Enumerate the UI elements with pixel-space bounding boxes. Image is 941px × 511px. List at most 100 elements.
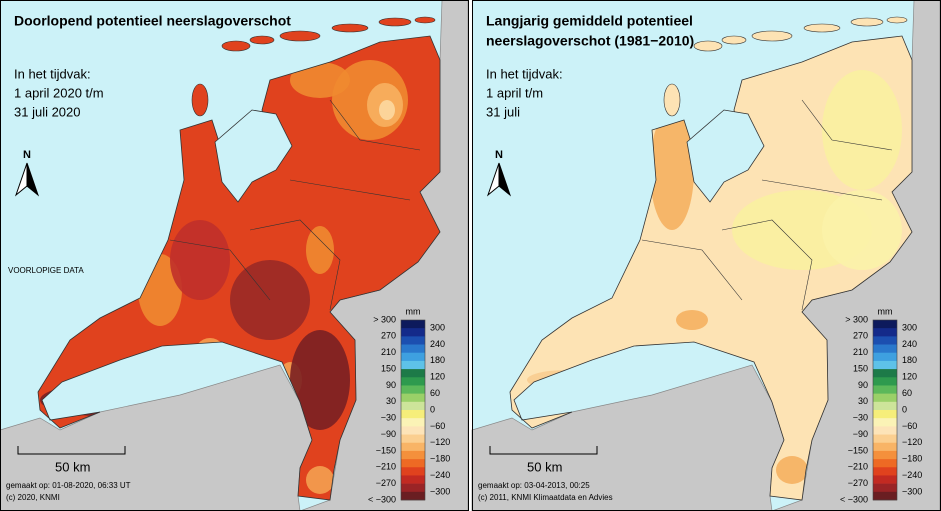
legend-swatch — [401, 410, 425, 419]
footer-text: gemaakt op: 01-08-2020, 06:33 UT — [6, 481, 131, 490]
legend-label-left: 90 — [386, 380, 396, 390]
legend-label-left: −210 — [376, 462, 396, 472]
panel-title: Doorlopend potentieel neerslagoverschot — [14, 13, 291, 29]
legend-label-right: 180 — [902, 355, 917, 365]
legend-label-left: 210 — [853, 347, 868, 357]
island — [279, 30, 321, 42]
legend-swatch — [873, 467, 897, 476]
island — [378, 17, 412, 27]
legend-label-right: −120 — [902, 437, 922, 447]
panel-title: neerslagoverschot (1981−2010) — [486, 33, 694, 49]
island — [221, 40, 251, 52]
netherlands-outline — [509, 35, 913, 501]
legend-swatch — [873, 475, 897, 484]
legend-swatch — [873, 369, 897, 378]
legend-label-left: −270 — [848, 478, 868, 488]
legend-swatch — [873, 328, 897, 337]
legend-swatch — [401, 459, 425, 468]
province-border — [641, 239, 743, 301]
legend-swatch — [401, 377, 425, 386]
legend-swatch — [873, 377, 897, 386]
legend-swatch — [873, 491, 897, 501]
legend-swatch — [873, 426, 897, 435]
legend-label-right: −240 — [902, 470, 922, 480]
legend-label-left: 270 — [381, 331, 396, 341]
legend-label-left: 150 — [853, 363, 868, 373]
legend-label-left: 150 — [381, 363, 396, 373]
province-border — [289, 179, 411, 201]
island — [414, 16, 436, 24]
legend-swatch — [873, 410, 897, 419]
field-blob — [650, 110, 694, 230]
legend-swatch — [401, 393, 425, 403]
legend-swatch — [873, 459, 897, 468]
footer-text: (c) 2020, KNMI — [6, 493, 60, 502]
legend-label-left: −150 — [376, 445, 396, 455]
legend-label-right: 300 — [430, 322, 445, 332]
legend-swatch — [873, 336, 897, 345]
legend-label-left: −210 — [848, 462, 868, 472]
legend-label-left: −150 — [848, 445, 868, 455]
legend-swatch — [873, 418, 897, 427]
legend-label-left: 30 — [858, 396, 868, 406]
legend-label-right: 0 — [902, 404, 907, 414]
field-blob — [379, 100, 395, 120]
legend-label-right: 300 — [902, 322, 917, 332]
field-blob — [290, 330, 350, 430]
field-blob — [170, 220, 230, 300]
north-label: N — [23, 149, 31, 161]
legend-swatch — [401, 450, 425, 460]
legend-unit: mm — [878, 306, 893, 316]
legend-label-left: < −300 — [840, 494, 868, 504]
legend-label-right: −300 — [430, 486, 450, 496]
field-blob — [306, 466, 334, 494]
legend-label-left: −90 — [853, 429, 868, 439]
map-panel: Doorlopend potentieel neerslagoverschot I… — [0, 0, 469, 511]
field-blob — [676, 310, 708, 330]
legend-unit: mm — [406, 306, 421, 316]
province-border — [721, 219, 813, 311]
island — [693, 40, 723, 52]
island — [663, 83, 681, 117]
legend-label-right: −300 — [902, 486, 922, 496]
north-label: N — [495, 149, 503, 161]
legend-swatch — [401, 483, 425, 493]
legend-label-right: −180 — [430, 454, 450, 464]
legend-label-left: > 300 — [373, 314, 396, 324]
footer-text: (c) 2011, KNMI Klimaatdata en Advies — [478, 493, 613, 502]
legend-swatch — [401, 360, 425, 370]
legend-label-right: 0 — [430, 404, 435, 414]
panel-title: Langjarig gemiddeld potentieel — [486, 13, 693, 29]
legend-swatch — [401, 442, 425, 452]
scale-label: 50 km — [55, 459, 90, 474]
period-text: 1 april 2020 t/m — [14, 85, 104, 100]
legend-label-right: 60 — [902, 388, 912, 398]
legend-swatch — [401, 336, 425, 345]
north-arrow — [498, 162, 512, 197]
island — [886, 16, 908, 24]
field-blob — [822, 70, 902, 190]
scale-bar — [489, 446, 598, 455]
legend-swatch — [401, 369, 425, 378]
legend-label-left: −90 — [381, 429, 396, 439]
legend-swatch — [873, 434, 897, 444]
period-text: 31 juli — [486, 104, 520, 119]
footer-text: gemaakt op: 03-04-2013, 00:25 — [478, 481, 590, 490]
legend-swatch — [401, 434, 425, 444]
legend-swatch — [401, 401, 425, 411]
legend-label-right: 60 — [430, 388, 440, 398]
island — [803, 23, 841, 33]
legend-swatch — [873, 450, 897, 460]
legend-label-right: 120 — [902, 372, 917, 382]
period-text: In het tijdvak: — [486, 66, 563, 81]
island — [331, 23, 369, 33]
field-blob — [290, 62, 350, 98]
legend-swatch — [401, 352, 425, 362]
period-text: In het tijdvak: — [14, 66, 91, 81]
legend-label-left: 30 — [386, 396, 396, 406]
legend-label-left: < −300 — [368, 494, 396, 504]
legend-label-left: −30 — [853, 413, 868, 423]
province-border — [249, 219, 341, 311]
note: VOORLOPIGE DATA — [8, 266, 84, 275]
